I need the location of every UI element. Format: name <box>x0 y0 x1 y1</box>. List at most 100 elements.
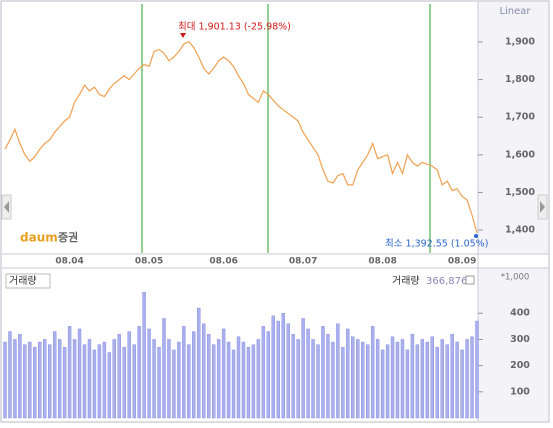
volume-bar <box>420 339 425 419</box>
volume-bar <box>28 341 32 419</box>
volume-bar <box>296 339 300 419</box>
volume-bar <box>316 344 320 419</box>
volume-bar <box>13 339 17 419</box>
volume-axis-panel <box>478 268 548 421</box>
volume-bar <box>132 344 136 419</box>
volume-bar <box>405 349 410 419</box>
arrow-icon <box>540 201 545 213</box>
volume-bar <box>475 320 479 419</box>
volume-bar <box>48 344 52 419</box>
volume-bar <box>221 328 226 419</box>
volume-bar <box>281 313 285 419</box>
volume-bar <box>197 307 201 419</box>
volume-bar <box>117 333 121 419</box>
volume-bar <box>18 333 22 419</box>
volume-bar <box>351 336 355 419</box>
y-tick-label: 1,600 <box>505 149 535 160</box>
volume-summary-label: 거래량 <box>392 275 420 287</box>
volume-bar <box>72 339 77 419</box>
volume-bar <box>440 339 444 419</box>
volume-bar <box>182 326 186 419</box>
volume-bar <box>112 339 117 419</box>
volume-bar <box>207 333 211 419</box>
volume-bar <box>177 341 181 419</box>
volume-bar <box>415 344 420 419</box>
volume-bar <box>356 339 360 419</box>
arrow-icon <box>4 201 9 213</box>
volume-bar <box>251 344 256 419</box>
volume-bar <box>331 341 335 419</box>
logo-sub: 증권 <box>58 231 78 244</box>
volume-summary-value: 366,876 <box>426 276 467 287</box>
volume-bar <box>400 339 405 419</box>
volume-bar <box>361 341 365 419</box>
volume-bar <box>410 333 415 419</box>
x-tick-label: 08.05 <box>135 257 163 267</box>
volume-title: 거래량 <box>9 275 37 287</box>
min-annotation: 최소 1,392.55 (1.05%) <box>385 239 488 250</box>
logo: daum <box>20 231 58 245</box>
volume-bar <box>137 326 141 419</box>
volume-bar <box>187 344 191 419</box>
volume-bar <box>311 339 315 419</box>
volume-bar <box>341 347 345 419</box>
volume-bar <box>291 333 295 419</box>
volume-bar <box>97 344 102 419</box>
volume-bar <box>365 344 370 419</box>
volume-bar <box>62 347 67 419</box>
volume-bar <box>122 347 126 419</box>
scale-label[interactable]: Linear <box>499 6 531 17</box>
volume-bar <box>326 333 330 419</box>
volume-bar <box>82 344 87 419</box>
x-tick-label: 08.09 <box>448 257 476 267</box>
close-button[interactable] <box>465 275 475 285</box>
volume-bar <box>8 331 12 419</box>
volume-bar <box>43 339 47 419</box>
volume-bar <box>460 349 464 419</box>
volume-bar <box>77 328 82 419</box>
volume-bar <box>336 323 340 419</box>
volume-bar <box>87 339 92 419</box>
price-axis-panel <box>478 2 548 254</box>
volume-bar <box>38 341 42 419</box>
volume-bar <box>107 352 112 419</box>
volume-bar <box>33 347 37 419</box>
volume-bar <box>470 336 474 419</box>
volume-bar <box>380 349 385 419</box>
volume-bar <box>192 331 196 419</box>
max-annotation: 최대 1,901.13 (-25.98%) <box>178 22 291 33</box>
volume-bar <box>425 341 430 419</box>
volume-bar <box>52 331 57 419</box>
volume-toggle[interactable] <box>5 273 51 289</box>
volume-bar <box>455 341 459 419</box>
volume-bar <box>172 349 176 419</box>
x-tick-label: 08.07 <box>289 257 317 267</box>
volume-bar <box>435 347 439 419</box>
volume-bar <box>57 339 62 419</box>
volume-bar <box>256 339 261 419</box>
volume-bar <box>390 336 395 419</box>
volume-bar <box>167 339 171 419</box>
volume-bar <box>246 347 251 419</box>
volume-bar <box>385 344 390 419</box>
volume-bar <box>430 336 434 419</box>
volume-bar <box>102 341 107 419</box>
volume-bar <box>261 326 266 419</box>
volume-bar <box>67 326 72 419</box>
volume-bar <box>202 323 206 419</box>
volume-bar <box>216 339 221 419</box>
volume-bar <box>142 292 146 419</box>
volume-unit: *1,000 <box>501 273 530 283</box>
x-tick-label: 08.04 <box>55 257 83 267</box>
y-tick-label: 100 <box>510 386 530 397</box>
volume-bar <box>152 339 156 419</box>
y-tick-label: 300 <box>510 334 530 345</box>
volume-bar <box>321 326 325 419</box>
volume-bar <box>92 349 97 419</box>
y-tick-label: 200 <box>510 360 530 371</box>
volume-bar <box>445 344 449 419</box>
y-tick-label: 1,500 <box>505 187 535 198</box>
price-line <box>4 40 478 234</box>
volume-bar <box>266 331 271 419</box>
volume-bar <box>226 341 231 419</box>
